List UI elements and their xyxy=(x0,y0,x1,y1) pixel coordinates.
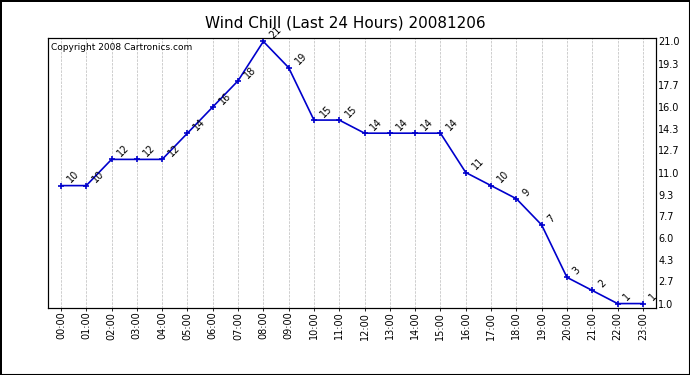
Text: 14: 14 xyxy=(394,117,410,132)
Text: 14: 14 xyxy=(420,117,435,132)
Text: 1: 1 xyxy=(622,291,633,303)
Text: 18: 18 xyxy=(242,64,258,80)
Text: 1: 1 xyxy=(647,291,658,303)
Text: Wind Chill (Last 24 Hours) 20081206: Wind Chill (Last 24 Hours) 20081206 xyxy=(205,15,485,30)
Text: 11: 11 xyxy=(470,156,486,172)
Text: 12: 12 xyxy=(141,143,157,159)
Text: 9: 9 xyxy=(520,186,532,198)
Text: 10: 10 xyxy=(65,169,81,185)
Text: 2: 2 xyxy=(596,278,608,290)
Text: 7: 7 xyxy=(546,213,558,224)
Text: 21: 21 xyxy=(268,25,284,40)
Text: 19: 19 xyxy=(293,51,308,67)
Text: 14: 14 xyxy=(368,117,384,132)
Text: 14: 14 xyxy=(192,117,208,132)
Text: 12: 12 xyxy=(116,143,132,159)
Text: 12: 12 xyxy=(166,143,182,159)
Text: 15: 15 xyxy=(318,104,334,119)
Text: 14: 14 xyxy=(444,117,460,132)
Text: Copyright 2008 Cartronics.com: Copyright 2008 Cartronics.com xyxy=(51,43,193,52)
Text: 3: 3 xyxy=(571,265,582,277)
Text: 15: 15 xyxy=(344,104,359,119)
Text: 10: 10 xyxy=(495,169,511,185)
Text: 10: 10 xyxy=(90,169,106,185)
Text: 16: 16 xyxy=(217,90,233,106)
